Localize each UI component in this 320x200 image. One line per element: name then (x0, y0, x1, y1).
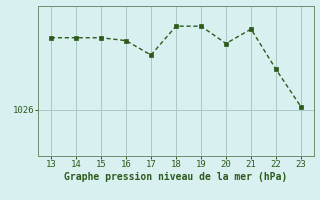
X-axis label: Graphe pression niveau de la mer (hPa): Graphe pression niveau de la mer (hPa) (64, 172, 288, 182)
